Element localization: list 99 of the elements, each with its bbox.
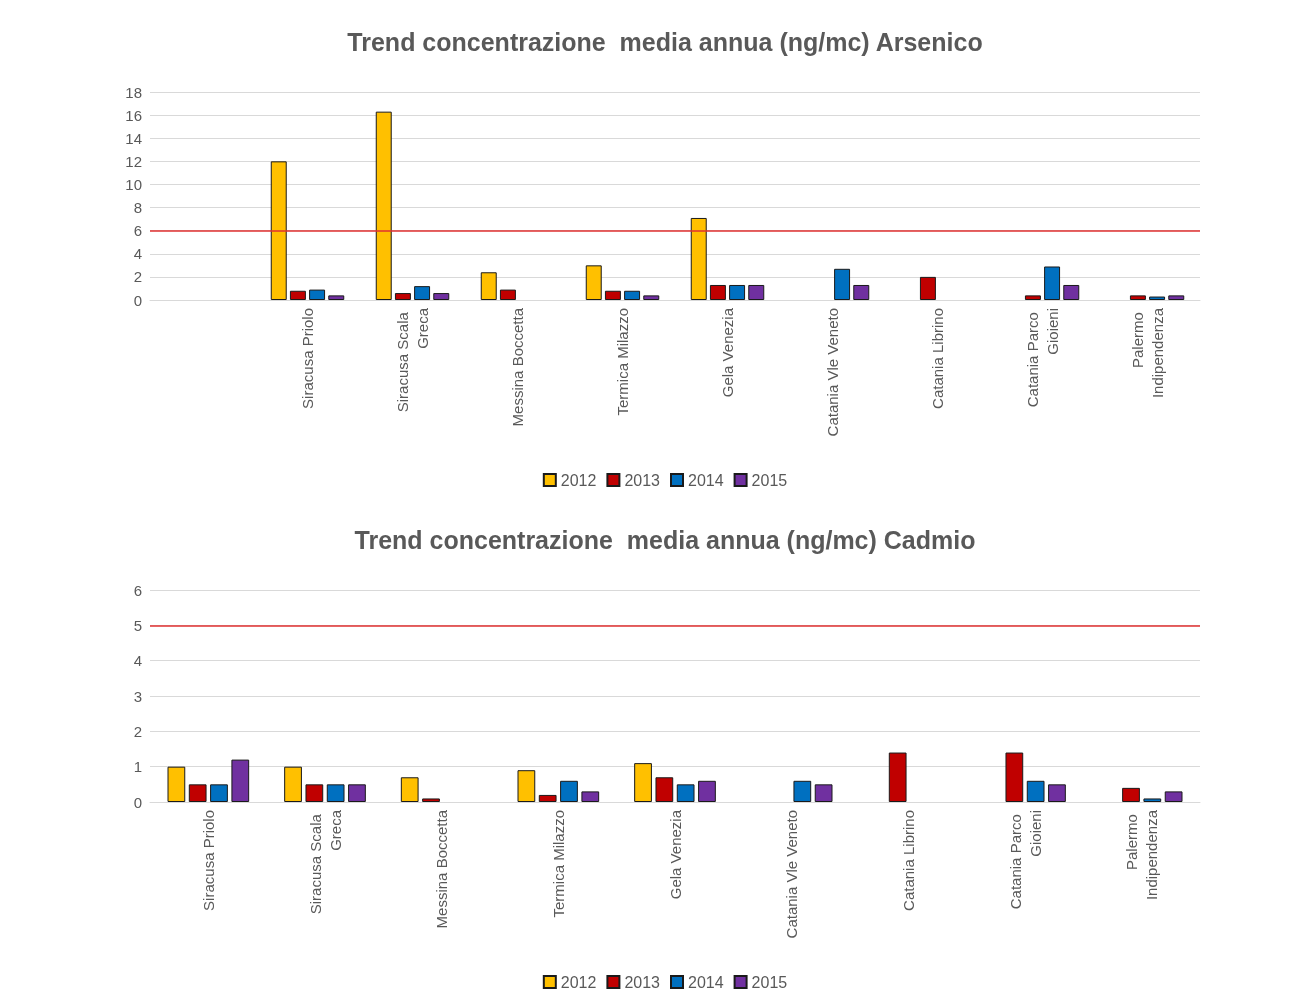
bar — [1063, 284, 1080, 300]
x-tick-label: Catania Vle Veneto — [783, 810, 801, 939]
x-tick-label: Termica Milazzo — [614, 308, 631, 416]
bar — [480, 272, 497, 300]
bar — [414, 286, 431, 300]
x-tick-label: Catania Vle Veneto — [824, 308, 841, 437]
bar — [634, 763, 652, 802]
bar — [167, 766, 186, 802]
bar — [1005, 752, 1024, 802]
bar — [270, 161, 287, 300]
bar — [834, 268, 851, 300]
x-tick-label: Catania Librino — [899, 810, 917, 911]
legend-label: 2012 — [560, 471, 597, 489]
bar — [394, 293, 411, 300]
y-tick-label: 16 — [125, 106, 142, 124]
x-tick-label: Palermo Indipendenza — [1129, 307, 1166, 399]
x-tick-label: Gela Venezia — [666, 809, 684, 900]
x-tick-label: Messina Boccetta — [509, 307, 526, 427]
bar — [1122, 787, 1140, 802]
legend-label: 2015 — [751, 973, 788, 991]
legend-label: 2014 — [688, 973, 724, 991]
bar — [624, 290, 641, 300]
bar — [1048, 784, 1066, 802]
bar — [676, 784, 695, 802]
x-tick-label: Siracusa Priolo — [199, 810, 217, 911]
x-tick-label: Siracusa Scala Greca — [306, 809, 344, 915]
bar — [375, 111, 392, 300]
bar — [499, 289, 516, 300]
bar — [210, 784, 228, 802]
y-tick-label: 6 — [133, 222, 142, 240]
bar — [729, 284, 746, 300]
bar — [1129, 295, 1146, 300]
y-tick-label: 6 — [133, 581, 142, 599]
bar — [538, 794, 557, 802]
bar — [560, 780, 578, 802]
x-tick-label: Catania Librino — [929, 308, 946, 409]
legend-label: 2014 — [688, 471, 724, 489]
legend-label: 2013 — [624, 471, 661, 489]
bar — [328, 295, 345, 300]
legend-label: 2015 — [751, 471, 788, 489]
bar — [585, 265, 602, 300]
bar — [289, 290, 306, 300]
y-tick-label: 12 — [125, 152, 142, 170]
x-tick-label: Palermo Indipendenza — [1123, 809, 1161, 901]
y-tick-label: 3 — [133, 687, 142, 705]
y-tick-label: 1 — [133, 758, 142, 776]
bar — [422, 798, 440, 802]
x-tick-label: Siracusa Priolo — [299, 308, 316, 409]
bar — [1044, 266, 1061, 300]
bar — [231, 759, 250, 802]
bar — [433, 293, 450, 300]
bar — [748, 284, 765, 300]
y-tick-label: 14 — [125, 129, 142, 147]
bar — [814, 784, 833, 802]
bar — [1168, 295, 1185, 300]
x-tick-label: Siracusa Scala Greca — [394, 307, 431, 413]
bar — [517, 770, 536, 802]
y-tick-label: 0 — [133, 793, 142, 811]
x-tick-label: Catania Parco Gioieni — [1024, 308, 1061, 408]
chart-title: Trend concentrazione media annua (ng/mc) Cadmio — [354, 525, 976, 554]
bar — [305, 784, 324, 802]
bar — [698, 780, 716, 802]
y-tick-label: 5 — [133, 616, 142, 634]
x-tick-label: Gela Venezia — [719, 307, 736, 398]
bar — [309, 289, 326, 300]
bar — [1024, 295, 1041, 300]
legend-label: 2012 — [560, 973, 597, 991]
bar — [326, 784, 345, 802]
bar — [604, 290, 621, 300]
y-tick-label: 10 — [125, 175, 142, 193]
y-tick-label: 0 — [133, 291, 142, 309]
y-tick-label: 4 — [133, 245, 142, 263]
x-tick-label: Messina Boccetta — [433, 809, 451, 929]
x-tick-label: Catania Parco Gioieni — [1006, 810, 1044, 910]
legend-label: 2013 — [624, 973, 661, 991]
y-tick-label: 2 — [133, 268, 142, 286]
y-tick-label: 18 — [125, 83, 142, 101]
chart-title: Trend concentrazione media annua (ng/mc) Arsenico — [347, 27, 983, 56]
bar — [888, 752, 907, 802]
bar — [709, 284, 726, 300]
bar — [853, 284, 870, 300]
x-tick-label: Termica Milazzo — [549, 810, 567, 918]
bar — [1143, 798, 1162, 802]
bar — [655, 777, 674, 802]
bar — [1164, 791, 1183, 802]
bar — [348, 784, 366, 802]
y-tick-label: 8 — [133, 199, 142, 217]
bar — [643, 295, 660, 300]
bar — [400, 777, 419, 802]
bar — [188, 784, 207, 802]
bar — [690, 217, 707, 300]
bar — [919, 276, 936, 300]
y-tick-label: 4 — [133, 652, 142, 670]
bar — [793, 780, 812, 802]
bar — [1026, 780, 1045, 802]
bar — [581, 791, 600, 802]
y-tick-label: 2 — [133, 722, 142, 740]
bar — [1149, 296, 1166, 300]
bar — [284, 766, 302, 802]
